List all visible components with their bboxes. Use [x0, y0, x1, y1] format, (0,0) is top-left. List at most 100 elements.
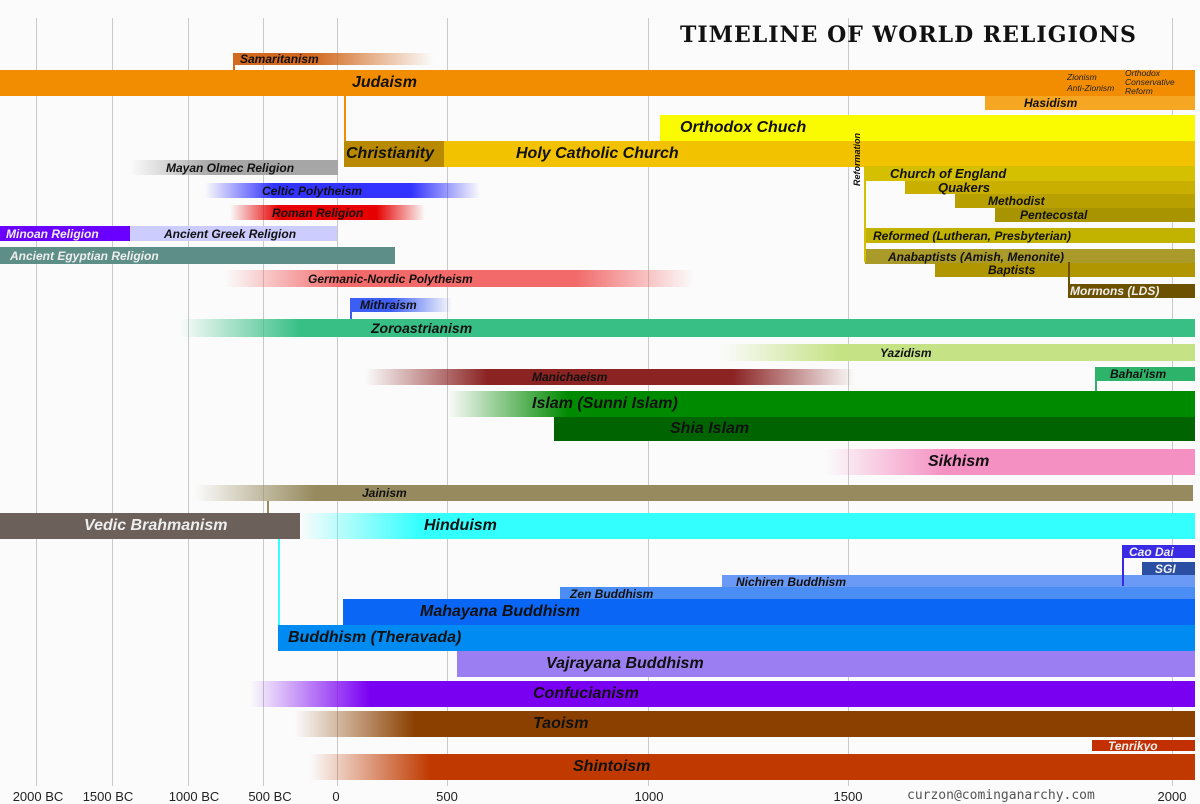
religion-label: Baptists — [988, 263, 1036, 277]
gridline-500 — [447, 18, 448, 786]
religion-bar-confucianism: Confucianism — [250, 681, 1195, 707]
religion-bar-ancient-egyptian-religion: Ancient Egyptian Religion — [0, 247, 395, 264]
religion-bar-holy-catholic-church: Holy Catholic Church — [444, 141, 1195, 167]
religion-label: Zoroastrianism — [371, 320, 473, 336]
religion-bar-buddhism-theravada: Buddhism (Theravada) — [278, 625, 1195, 651]
gridline-1500bc — [112, 18, 113, 786]
religion-bar-bahai-ism: Bahai'ism — [1095, 367, 1195, 381]
religion-label: Hinduism — [424, 517, 497, 534]
religion-bar-nichiren-buddhism: Nichiren Buddhism — [722, 575, 1195, 588]
religion-label: Judaism — [352, 74, 417, 91]
religion-label: Anabaptists (Amish, Menonite) — [888, 249, 1065, 264]
religion-label: Reformed (Lutheran, Presbyterian) — [873, 228, 1072, 243]
religion-label: Ancient Greek Religion — [164, 226, 297, 241]
religion-label: Church of England — [890, 166, 1007, 181]
religion-label: Yazidism — [880, 345, 932, 360]
religion-bar-mormons-lds: Mormons (LDS) — [1068, 284, 1195, 298]
religion-label: Taoism — [533, 715, 589, 732]
religion-label: Jainism — [362, 486, 407, 500]
religion-label: Pentecostal — [1020, 208, 1088, 222]
credit-text: curzon@cominganarchy.com — [907, 788, 1095, 803]
christianity-branch-line — [344, 96, 346, 141]
religion-label: Mahayana Buddhism — [420, 603, 581, 620]
religion-bar-germanic-nordic-polytheism: Germanic-Nordic Polytheism — [225, 270, 693, 287]
note-orthodox: Orthodox — [1125, 68, 1160, 78]
religion-bar-mithraism: Mithraism — [350, 298, 452, 312]
axis-label: 1500 BC — [82, 789, 134, 804]
religion-label: Buddhism (Theravada) — [288, 629, 462, 646]
jainism-branch-line — [267, 501, 269, 513]
reformation-branch-line — [864, 166, 866, 262]
religion-bar-zen-buddhism: Zen Buddhism — [560, 587, 1195, 600]
religion-label: Samaritanism — [240, 52, 319, 66]
religion-bar-hinduism: Hinduism — [300, 513, 1195, 539]
religion-label: Roman Religion — [272, 205, 364, 220]
religion-bar-reformed-lutheran-presbyterian: Reformed (Lutheran, Presbyterian) — [865, 228, 1195, 243]
judaism-note-zionism: Zionism Anti-Zionism — [1067, 73, 1114, 93]
religion-bar-roman-religion: Roman Religion — [230, 205, 425, 220]
judaism-note-branches: Orthodox Conservative Reform — [1125, 69, 1175, 96]
religion-bar-mayan-olmec-religion: Mayan Olmec Religion — [130, 160, 338, 175]
religion-label: Islam (Sunni Islam) — [532, 395, 678, 412]
religion-label: Christianity — [346, 145, 435, 162]
gridline-500bc — [263, 18, 264, 786]
religion-label: Confucianism — [533, 685, 639, 702]
note-zionism: Zionism — [1067, 72, 1097, 82]
mithraism-branch-line — [350, 298, 352, 319]
religion-label: SGI — [1155, 561, 1176, 576]
note-conservative: Conservative — [1125, 77, 1175, 87]
religion-bar-islam-sunni-islam: Islam (Sunni Islam) — [448, 391, 1195, 417]
religion-label: Shintoism — [573, 758, 651, 775]
buddhism-branch-line — [278, 539, 280, 625]
gridline-1000bc — [188, 18, 189, 786]
religion-bar-taoism: Taoism — [295, 711, 1195, 737]
axis-label: 500 BC — [248, 789, 292, 804]
religion-bar-tenrikyo: Tenrikyo — [1092, 740, 1195, 752]
religion-label: Mayan Olmec Religion — [166, 160, 295, 175]
religion-bar-shia-islam: Shia Islam — [554, 417, 1195, 441]
religion-bar-church-of-england: Church of England — [865, 166, 1195, 181]
religion-bar-manichaeism: Manichaeism — [365, 369, 855, 385]
religion-label: Cao Dai — [1129, 544, 1174, 559]
religion-label: Manichaeism — [532, 370, 608, 384]
religion-bar-baptists: Baptists — [935, 263, 1195, 277]
religion-bar-judaism: Judaism — [0, 70, 1195, 96]
diagram-title: TIMELINE OF WORLD RELIGIONS — [680, 22, 1137, 48]
religion-bar-shintoism: Shintoism — [310, 754, 1195, 780]
religion-label: Vajrayana Buddhism — [546, 655, 704, 672]
religion-bar-yazidism: Yazidism — [720, 344, 1195, 361]
religion-bar-ancient-greek-religion: Ancient Greek Religion — [130, 226, 337, 241]
religion-bar-quakers: Quakers — [905, 181, 1195, 194]
religion-label: Germanic-Nordic Polytheism — [308, 271, 473, 286]
religion-label: Ancient Egyptian Religion — [10, 248, 159, 263]
caodai-branch-line — [1122, 556, 1124, 586]
religion-label: Celtic Polytheism — [262, 183, 363, 198]
axis-label: 0 — [332, 789, 340, 804]
religion-bar-anabaptists-amish-menonite: Anabaptists (Amish, Menonite) — [865, 249, 1195, 264]
religion-label: Methodist — [988, 194, 1045, 208]
note-reform: Reform — [1125, 86, 1153, 96]
gridline-0 — [337, 18, 338, 786]
mormons-branch-line — [1068, 262, 1070, 284]
religion-bar-vajrayana-buddhism: Vajrayana Buddhism — [457, 651, 1195, 677]
religion-label: Hasidism — [1024, 96, 1078, 110]
religion-label: Zen Buddhism — [570, 586, 654, 601]
religion-label: Nichiren Buddhism — [736, 574, 847, 589]
religion-bar-zoroastrianism: Zoroastrianism — [180, 319, 1195, 337]
religion-bar-hasidism: Hasidism — [985, 96, 1195, 110]
axis-label: 500 — [436, 789, 458, 804]
religion-bar-jainism: Jainism — [195, 485, 1193, 501]
religion-bar-sgi: SGI — [1142, 562, 1195, 575]
religion-label: Mormons (LDS) — [1070, 284, 1160, 298]
reformation-label: Reformation — [852, 132, 862, 186]
axis-label: 1000 BC — [168, 789, 220, 804]
religion-label: Vedic Brahmanism — [84, 517, 228, 534]
axis-label: 2000 — [1157, 789, 1187, 804]
religion-label: Quakers — [938, 180, 991, 195]
religion-label: Minoan Religion — [6, 226, 99, 241]
bahaism-branch-line — [1095, 367, 1097, 391]
religion-bar-mahayana-buddhism: Mahayana Buddhism — [343, 599, 1195, 625]
axis-label: 1500 — [833, 789, 863, 804]
religion-label: Orthodox Chuch — [680, 119, 807, 136]
